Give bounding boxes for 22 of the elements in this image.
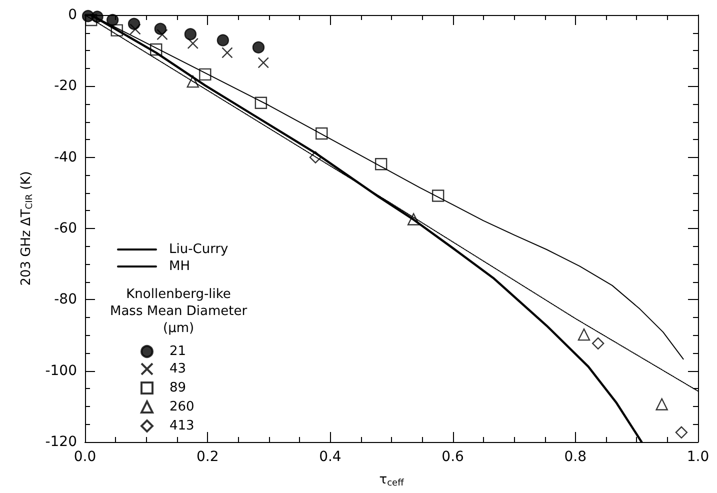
- y-tick-label: -120: [45, 434, 77, 450]
- y-tick-label: -40: [54, 149, 77, 166]
- legend-label: 260: [170, 400, 194, 414]
- y-tick-label: -60: [54, 220, 77, 236]
- x-tick-label: 1.0: [686, 449, 710, 465]
- legend-label: 21: [170, 344, 186, 359]
- legend-label: 413: [170, 418, 194, 434]
- legend-title: Knollenberg-like Mass Mean Diameter (μm): [110, 287, 248, 336]
- y-tick-label: -100: [45, 362, 77, 379]
- legend-label: MH: [169, 259, 190, 274]
- x-tick-label: 0.2: [196, 449, 219, 465]
- y-axis-title: 203 GHz ΔTCIR (K): [18, 171, 35, 286]
- x-tick-label: 0.8: [564, 449, 587, 465]
- x-tick-label: 0.6: [442, 449, 464, 465]
- x-tick-label: 0.4: [319, 449, 342, 465]
- x-tick-label: 0.0: [74, 449, 96, 465]
- legend-label: 43: [170, 362, 186, 376]
- y-tick-label: -20: [54, 78, 77, 94]
- y-tick-label: -80: [54, 292, 77, 308]
- legend-label: Liu-Curry: [169, 242, 229, 257]
- legend-label: 89: [170, 380, 186, 396]
- y-tick-label: 0: [68, 7, 77, 23]
